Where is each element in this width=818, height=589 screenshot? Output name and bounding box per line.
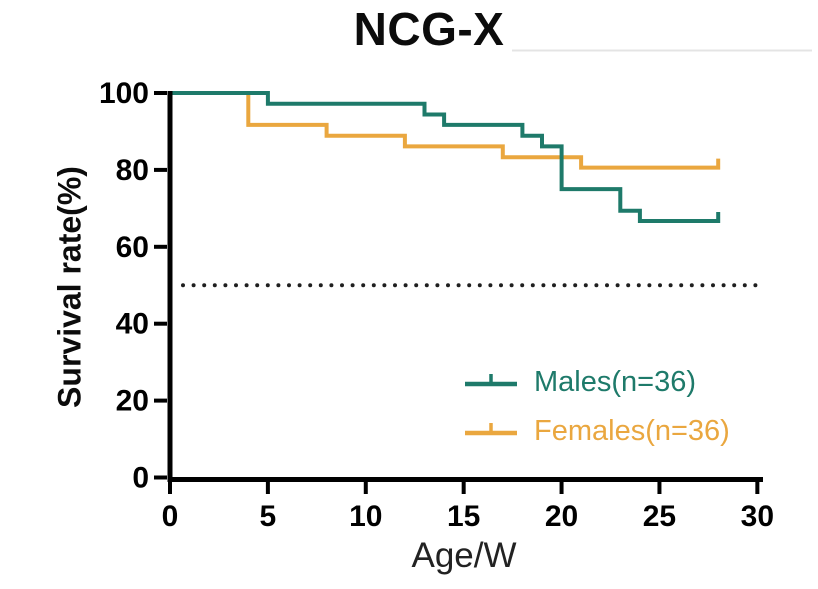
legend-item-females: Females(n=36) xyxy=(462,413,730,449)
y-tick-label: 20 xyxy=(116,385,149,418)
x-tick-label: 5 xyxy=(260,500,277,533)
x-tick-label: 25 xyxy=(643,500,676,533)
x-tick-label: 20 xyxy=(545,500,578,533)
chart-title: NCG-X xyxy=(353,3,505,55)
y-tick-label: 100 xyxy=(99,77,149,110)
x-tick-label: 30 xyxy=(741,500,774,533)
females-censor-marker-icon xyxy=(465,423,517,436)
x-axis-label: Age/W xyxy=(411,536,517,575)
y-tick-label: 0 xyxy=(132,462,149,495)
y-tick-label: 60 xyxy=(116,231,149,264)
x-tick-label: 15 xyxy=(447,500,480,533)
chart-legend: Males(n=36) Females(n=36) xyxy=(462,364,730,462)
y-tick-label: 40 xyxy=(116,308,149,341)
survival-curve-males xyxy=(170,91,721,223)
legend-label-males: Males(n=36) xyxy=(534,365,696,398)
males-censor-marker-icon xyxy=(465,374,517,387)
legend-item-males: Males(n=36) xyxy=(462,364,730,400)
x-tick-label: 10 xyxy=(349,500,382,533)
x-tick-label: 0 xyxy=(162,500,179,533)
y-tick-label: 80 xyxy=(116,154,149,187)
survival-curve-females xyxy=(170,91,721,170)
legend-label-females: Females(n=36) xyxy=(534,414,730,447)
